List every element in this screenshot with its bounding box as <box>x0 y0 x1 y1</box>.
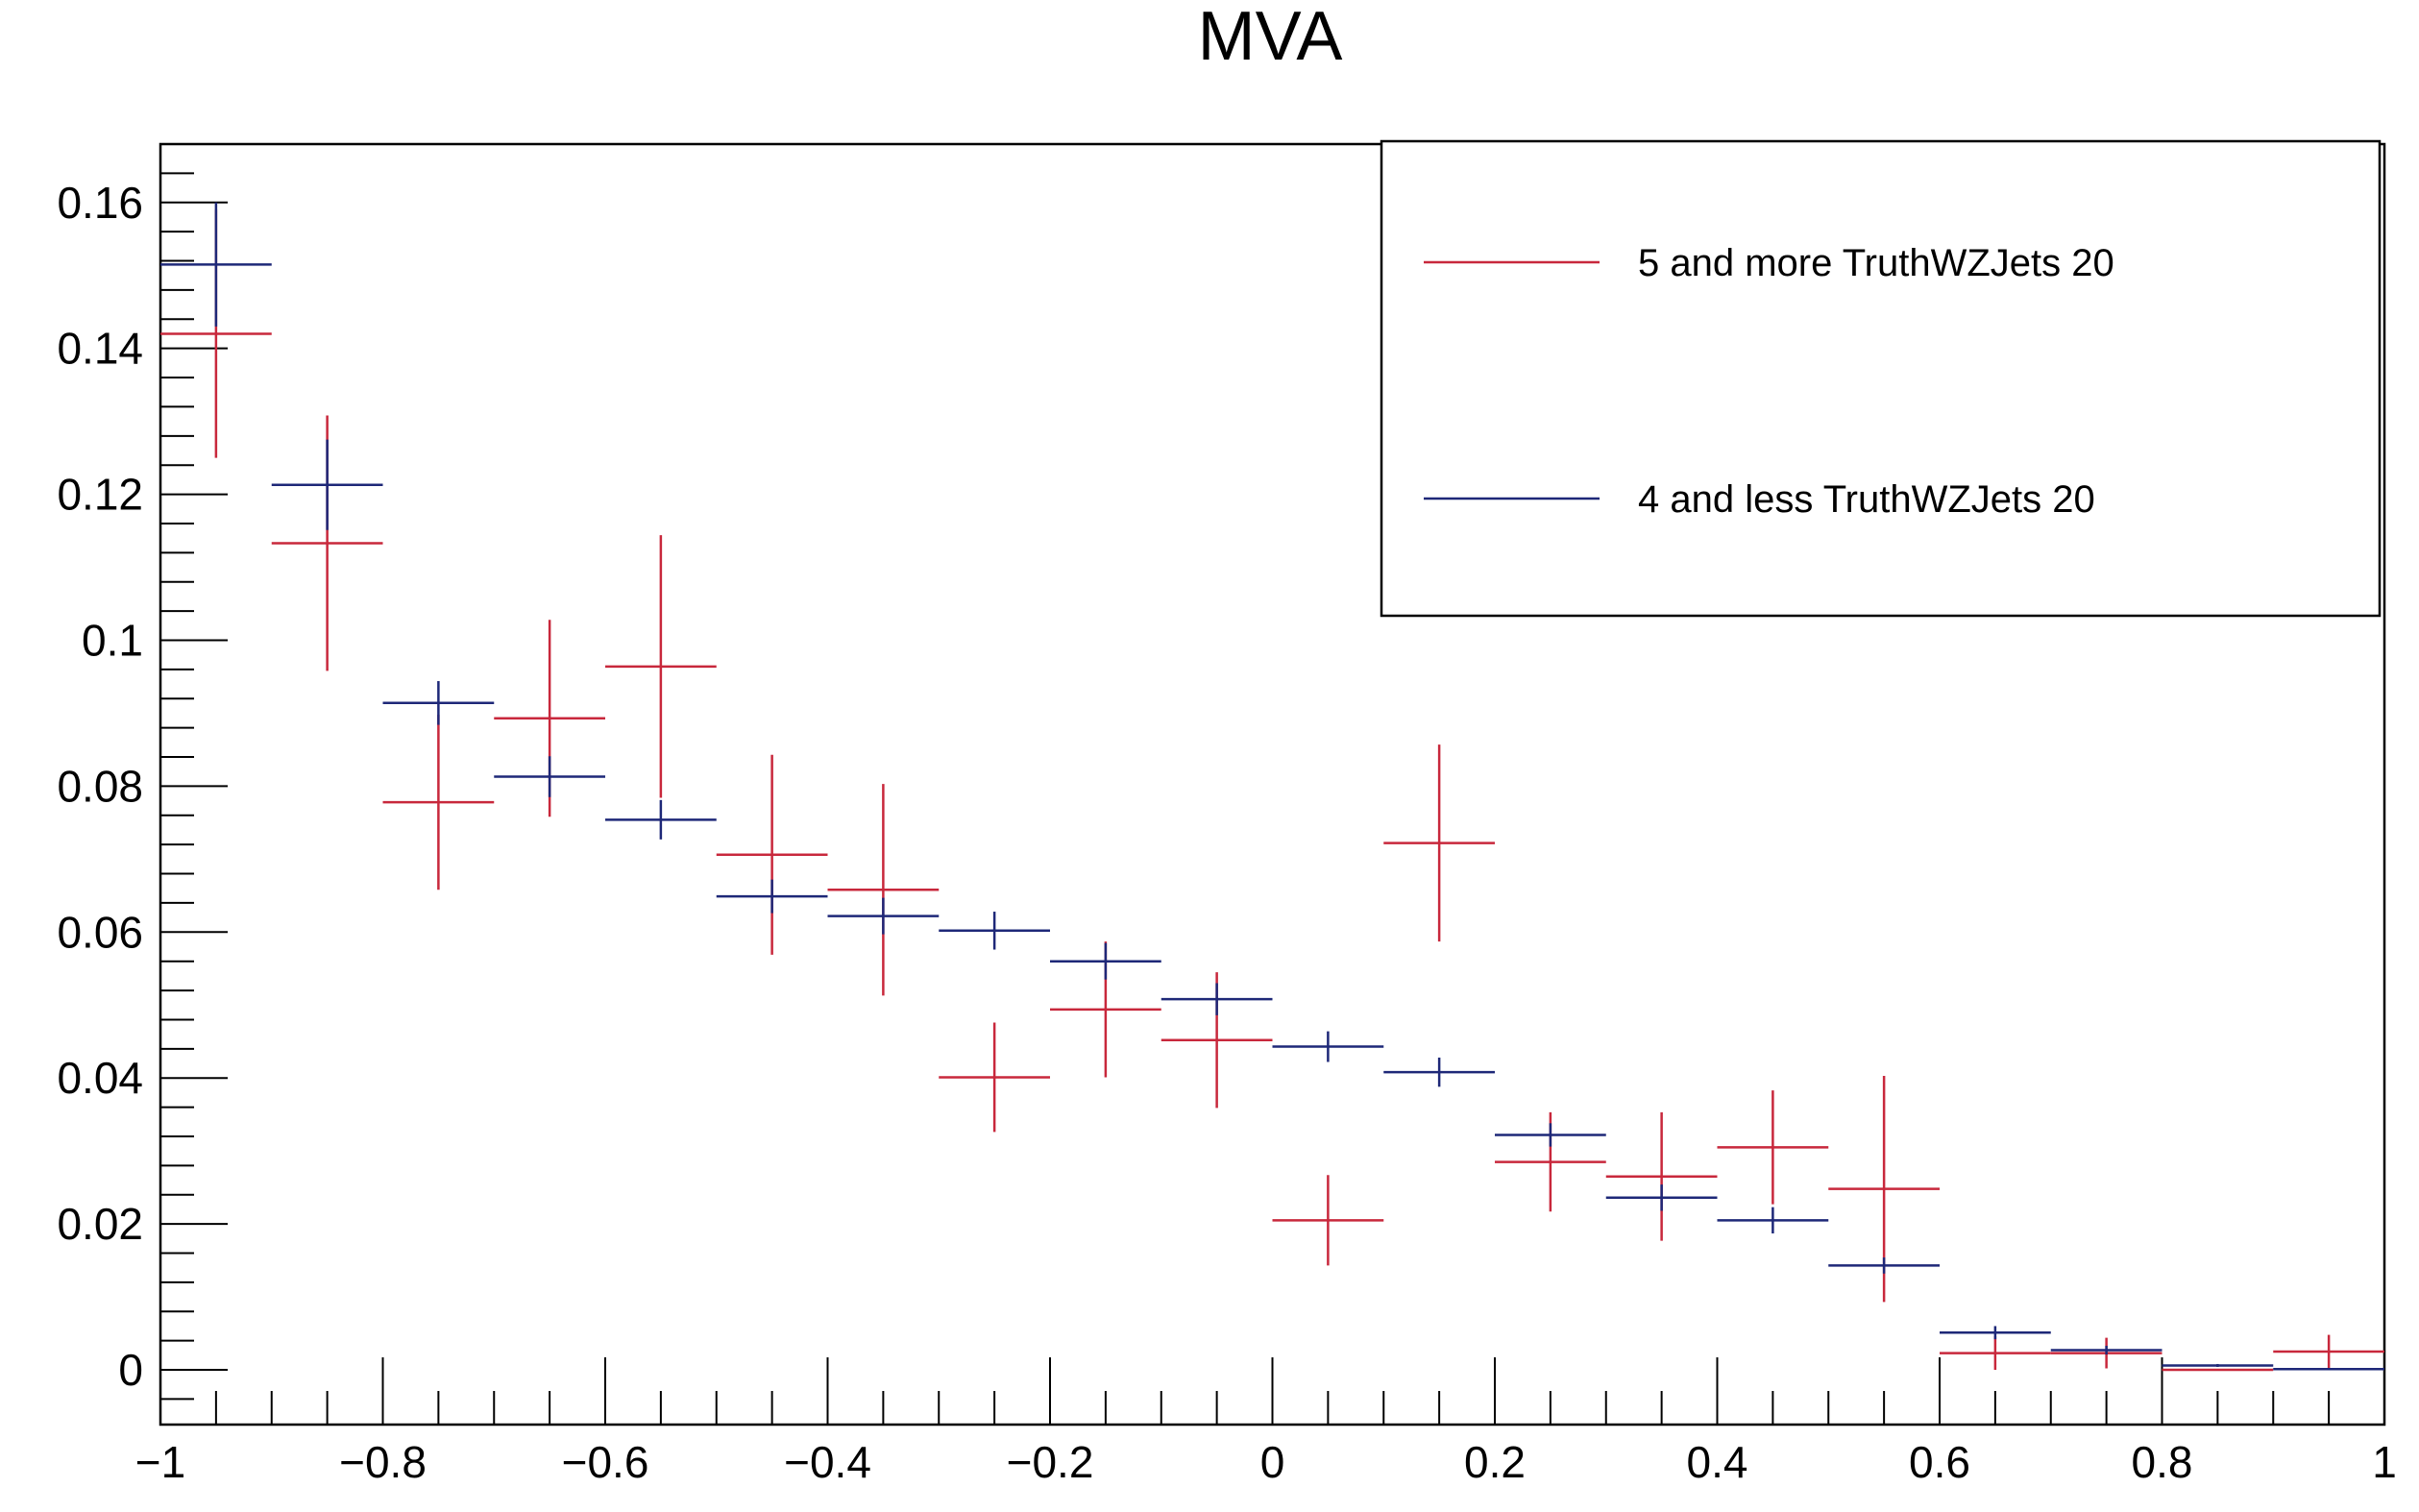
legend-label: 5 and more TruthWZJets 20 <box>1638 242 2114 284</box>
y-tick-label: 0.08 <box>57 761 143 811</box>
data-point <box>382 681 495 725</box>
x-tick-label: 0.8 <box>2132 1437 2193 1487</box>
data-point <box>1605 1184 1718 1211</box>
legend-label: 4 and less TruthWZJets 20 <box>1638 478 2095 521</box>
x-tick-label: −1 <box>135 1437 185 1487</box>
data-point <box>827 897 940 935</box>
data-point <box>1828 1257 1940 1274</box>
x-tick-label: 0.6 <box>1909 1437 1970 1487</box>
data-point <box>605 799 717 840</box>
data-point <box>605 535 717 798</box>
y-tick-label: 0.02 <box>57 1199 143 1249</box>
data-point <box>494 756 605 797</box>
data-point <box>1940 1336 2051 1371</box>
data-point <box>2273 1334 2384 1369</box>
legend-box <box>1380 139 2382 618</box>
y-tick-label: 0 <box>118 1345 143 1395</box>
chart-title: MVA <box>1198 0 1343 75</box>
data-point <box>1717 1090 1829 1205</box>
x-tick-label: −0.4 <box>784 1437 871 1487</box>
x-tick-label: 0 <box>1260 1437 1285 1487</box>
data-point <box>827 784 940 996</box>
data-point <box>1050 942 1161 980</box>
data-point <box>1605 1111 1718 1241</box>
y-tick-label: 0.14 <box>57 324 143 374</box>
x-tick-label: 0.4 <box>1687 1437 1748 1487</box>
x-tick-label: 1 <box>2372 1437 2397 1487</box>
data-point <box>716 879 828 914</box>
legend: 5 and more TruthWZJets 20 4 and less Trut… <box>1380 139 2382 618</box>
data-point <box>271 439 383 530</box>
data-point <box>1383 744 1495 942</box>
data-point <box>716 754 828 955</box>
y-tick-label: 0.12 <box>57 470 143 520</box>
x-tick-label: 0.2 <box>1464 1437 1526 1487</box>
data-point <box>1383 1057 1495 1087</box>
data-point <box>2273 1368 2384 1371</box>
y-tick-label: 0.04 <box>57 1053 143 1103</box>
y-tick-label: 0.16 <box>57 178 143 228</box>
x-tick-label: −0.8 <box>339 1437 427 1487</box>
data-point <box>1940 1326 2051 1340</box>
data-point <box>1717 1207 1829 1233</box>
data-series <box>160 202 2384 1372</box>
data-point <box>2162 1363 2274 1367</box>
data-point <box>939 912 1050 950</box>
y-tick-label: 0.1 <box>82 615 143 665</box>
data-point <box>1161 983 1273 1015</box>
y-tick-label: 0.06 <box>57 907 143 957</box>
x-tick-label: −0.6 <box>562 1437 649 1487</box>
data-point <box>160 202 272 327</box>
series-2 <box>160 202 2384 1371</box>
data-point <box>2050 1345 2162 1355</box>
data-point <box>1272 1175 1384 1266</box>
data-point <box>939 1022 1050 1133</box>
x-tick-label: −0.2 <box>1007 1437 1094 1487</box>
data-point <box>1272 1031 1384 1062</box>
axes: 0 0.02 0.04 0.06 0.08 0.1 0.12 0.14 0.16 −1 −0.8 −0… <box>57 142 2397 1487</box>
data-point <box>1495 1123 1606 1147</box>
data-point <box>382 714 495 890</box>
